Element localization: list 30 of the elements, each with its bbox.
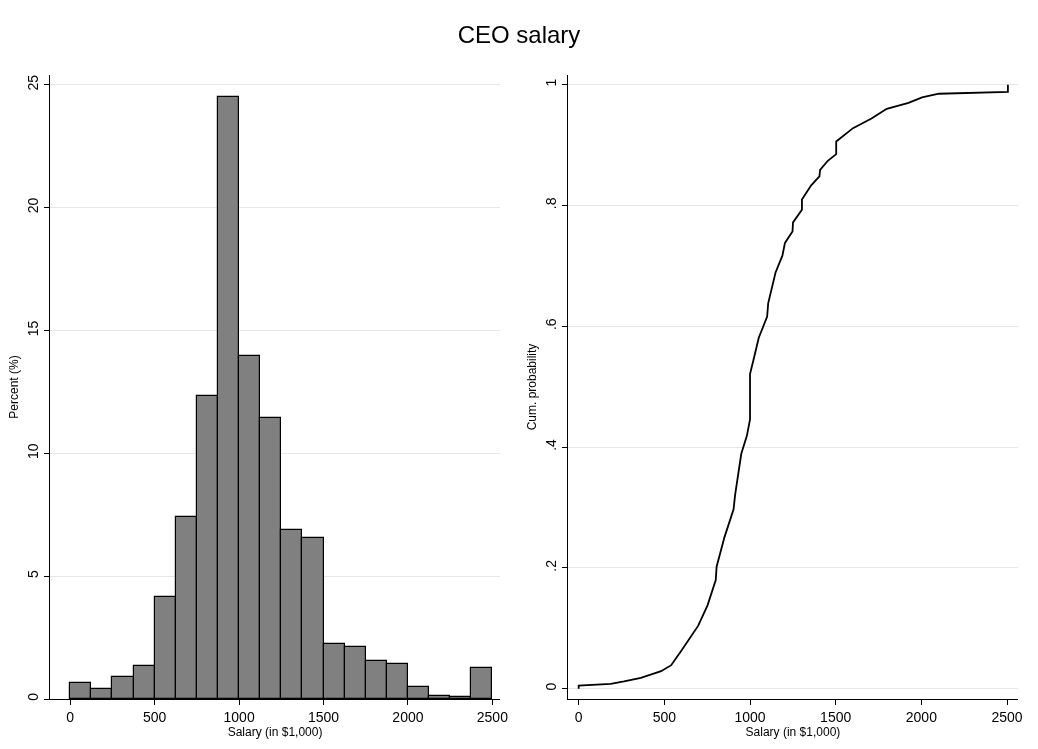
x-tick-label: 1000: [734, 708, 766, 725]
y-tick-label: 20: [25, 197, 42, 214]
y-tick-label: 5: [25, 569, 42, 578]
y-tick-label: .6: [543, 318, 560, 331]
x-tick-label: 500: [143, 708, 167, 725]
x-tick-label: 2500: [476, 708, 509, 725]
x-tick-label: 0: [574, 708, 583, 725]
y-tick-label: 15: [25, 320, 42, 337]
line-series: [577, 83, 1009, 690]
y-tick-label: 0: [543, 682, 560, 691]
y-tick-label: 25: [25, 74, 42, 91]
x-tick-label: 0: [66, 708, 75, 725]
y-tick-label: 0: [25, 692, 42, 701]
x-tick-label: 1500: [820, 708, 852, 725]
y-tick-label: .8: [543, 197, 560, 210]
y-axis-title: Cum. probability: [524, 343, 539, 431]
chart-title: CEO salary: [457, 21, 581, 49]
y-tick-label: .2: [543, 559, 560, 572]
x-tick-label: 2000: [392, 708, 424, 725]
x-tick-label: 500: [652, 708, 677, 725]
y-tick-label: 1: [543, 78, 560, 87]
x-tick-label: 2500: [991, 708, 1023, 725]
y-tick-label: .4: [543, 438, 560, 451]
x-tick-label: 1500: [307, 708, 340, 725]
x-axis-title: Salary (in $1,000): [745, 724, 841, 739]
x-tick-label: 1000: [223, 708, 255, 725]
x-axis-title: Salary (in $1,000): [227, 724, 323, 739]
y-axis-title: Percent (%): [6, 355, 21, 419]
y-tick-label: 10: [25, 443, 42, 460]
x-tick-label: 2000: [905, 708, 938, 725]
